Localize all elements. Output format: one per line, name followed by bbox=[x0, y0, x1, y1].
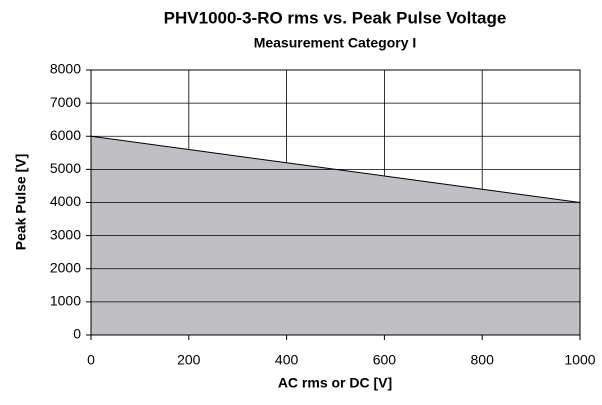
y-tick-label: 0 bbox=[73, 326, 81, 342]
chart-title: PHV1000-3-RO rms vs. Peak Pulse Voltage bbox=[164, 8, 507, 27]
x-tick-label: 0 bbox=[87, 352, 95, 368]
plot-border bbox=[90, 69, 581, 336]
y-tick-label: 7000 bbox=[50, 94, 81, 110]
chart-subtitle: Measurement Category I bbox=[254, 35, 417, 51]
y-tick-label: 5000 bbox=[50, 160, 81, 176]
x-tick-label: 1000 bbox=[564, 352, 595, 368]
x-tick-label: 800 bbox=[471, 352, 495, 368]
x-tick-label: 600 bbox=[373, 352, 397, 368]
y-tick-label: 6000 bbox=[50, 127, 81, 143]
x-tick-label: 200 bbox=[177, 352, 201, 368]
y-tick-label: 8000 bbox=[50, 61, 81, 77]
x-tick-label: 400 bbox=[275, 352, 299, 368]
y-tick-label: 2000 bbox=[50, 259, 81, 275]
x-axis-label: AC rms or DC [V] bbox=[278, 375, 392, 391]
y-tick-label: 1000 bbox=[50, 293, 81, 309]
y-tick-label: 4000 bbox=[50, 193, 81, 209]
y-axis-label: Peak Pulse [V] bbox=[13, 154, 29, 251]
y-tick-label: 3000 bbox=[50, 226, 81, 242]
